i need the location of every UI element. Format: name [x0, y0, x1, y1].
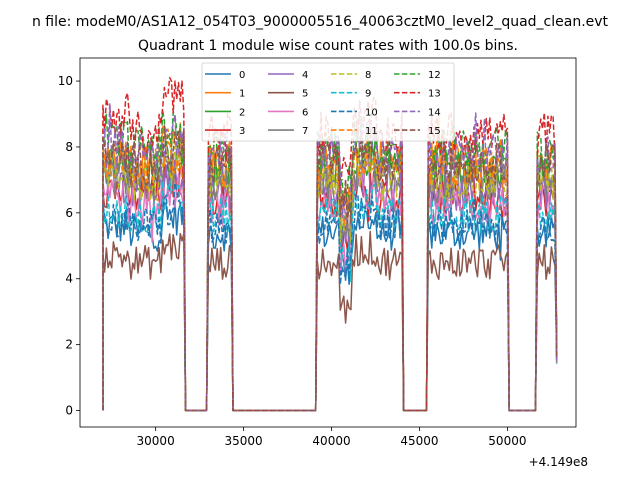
x-tick-label: 35000 — [224, 434, 262, 448]
y-tick-label: 4 — [65, 272, 73, 286]
chart-title: Quadrant 1 module wise count rates with … — [138, 38, 518, 54]
legend-label-4: 4 — [302, 70, 308, 81]
x-tick-label: 30000 — [137, 434, 175, 448]
legend-label-3: 3 — [239, 126, 245, 137]
legend-label-10: 10 — [365, 107, 378, 118]
y-tick-label: 10 — [58, 74, 73, 88]
legend-label-5: 5 — [302, 89, 308, 100]
y-axis: 0 2 4 6 8 10 — [58, 74, 80, 418]
legend-label-1: 1 — [239, 89, 245, 100]
figure-suptitle: n file: modeM0/AS1A12_054T03_9000005516_… — [32, 14, 609, 30]
legend-label-0: 0 — [239, 70, 245, 81]
x-offset-label: +4.149e8 — [529, 455, 588, 469]
legend-label-7: 7 — [302, 126, 308, 137]
x-tick-label: 45000 — [400, 434, 438, 448]
legend-label-6: 6 — [302, 107, 308, 118]
series-line-5 — [102, 230, 558, 412]
legend-label-2: 2 — [239, 107, 245, 118]
legend-label-13: 13 — [428, 89, 441, 100]
y-tick-label: 2 — [65, 338, 73, 352]
series-line-11 — [102, 128, 558, 412]
series-line-7 — [102, 143, 558, 412]
plot-frame — [79, 57, 577, 428]
legend-label-8: 8 — [365, 70, 371, 81]
legend-label-9: 9 — [365, 89, 371, 100]
x-axis: 30000 35000 40000 45000 50000 — [137, 427, 526, 448]
series-line-10 — [102, 182, 558, 412]
legend-label-11: 11 — [365, 126, 378, 137]
y-tick-label: 6 — [65, 206, 73, 220]
x-tick-label: 50000 — [488, 434, 526, 448]
legend-label-15: 15 — [428, 126, 441, 137]
x-tick-label: 40000 — [312, 434, 350, 448]
y-tick-label: 8 — [65, 140, 73, 154]
legend-label-12: 12 — [428, 70, 441, 81]
legend-label-14: 14 — [428, 107, 441, 118]
series-line-15 — [102, 124, 558, 412]
y-tick-label: 0 — [65, 404, 73, 418]
legend-box — [201, 62, 455, 142]
series-line-9 — [102, 180, 558, 412]
